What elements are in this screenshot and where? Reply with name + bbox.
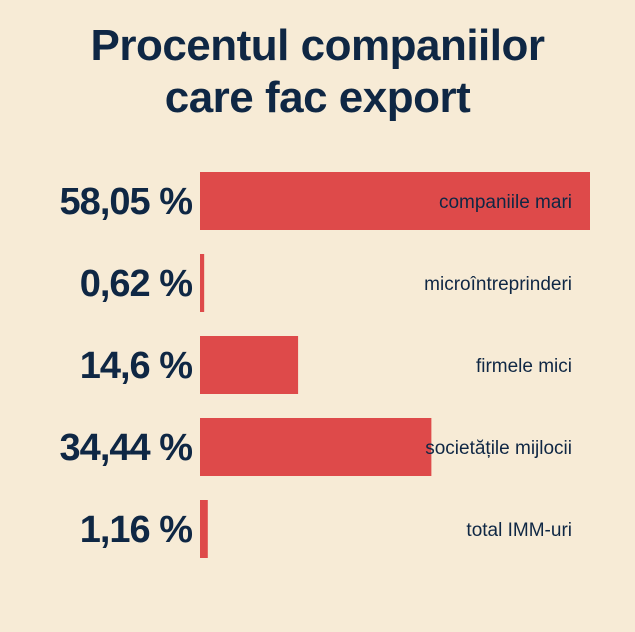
category-label-0: companiile mari <box>439 192 572 213</box>
bar-1 <box>200 254 205 312</box>
category-label-2: firmele mici <box>476 356 572 377</box>
value-label-0: 58,05 % <box>60 181 193 223</box>
category-label-3: societățile mijlocii <box>425 438 572 459</box>
bar-0 <box>200 172 590 230</box>
chart-title-line-2: care fac export <box>164 73 471 122</box>
chart-title: Procentul companiilor care fac export <box>0 20 635 124</box>
category-label-1: microîntreprinderi <box>424 274 572 295</box>
value-label-4: 1,16 % <box>80 509 193 551</box>
bar-2 <box>200 336 299 394</box>
category-label-4: total IMM-uri <box>466 520 572 541</box>
bar-3 <box>200 418 432 476</box>
value-label-3: 34,44 % <box>60 427 193 469</box>
value-label-2: 14,6 % <box>80 345 193 387</box>
value-label-1: 0,62 % <box>80 263 193 305</box>
chart-title-line-1: Procentul companiilor <box>90 21 545 70</box>
bar-4 <box>200 500 208 558</box>
